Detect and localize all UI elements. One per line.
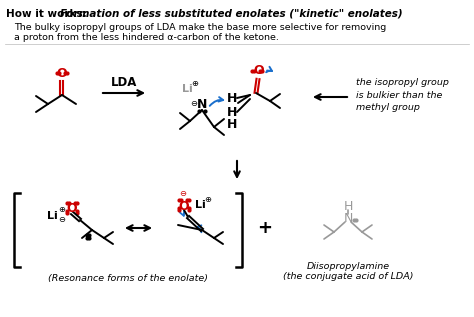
FancyArrowPatch shape <box>180 211 184 216</box>
Text: +: + <box>257 219 273 237</box>
Text: (Resonance forms of the enolate): (Resonance forms of the enolate) <box>48 274 208 283</box>
Text: ⊕: ⊕ <box>191 79 199 87</box>
FancyArrowPatch shape <box>210 97 223 106</box>
FancyArrowPatch shape <box>266 67 272 72</box>
Text: Li: Li <box>182 84 192 94</box>
Text: ⊕: ⊕ <box>58 205 65 215</box>
Text: How it works:: How it works: <box>6 9 91 19</box>
Text: H: H <box>227 119 237 132</box>
Text: O: O <box>179 199 189 212</box>
Text: ⊕: ⊕ <box>204 195 211 204</box>
Text: a proton from the less hindered α-carbon of the ketone.: a proton from the less hindered α-carbon… <box>14 33 279 42</box>
Text: O: O <box>254 64 264 77</box>
Text: Diisopropylamine: Diisopropylamine <box>306 262 390 271</box>
Text: H: H <box>227 107 237 120</box>
Text: (the conjugate acid of LDA): (the conjugate acid of LDA) <box>283 272 413 281</box>
Text: the isopropyl group
is bulkier than the
methyl group: the isopropyl group is bulkier than the … <box>356 78 449 112</box>
Text: H: H <box>227 93 237 106</box>
Text: Formation of less substituted enolates ("kinetic" enolates): Formation of less substituted enolates (… <box>60 9 402 19</box>
FancyArrowPatch shape <box>197 225 201 232</box>
Text: N: N <box>197 99 207 112</box>
Text: LDA: LDA <box>111 76 137 89</box>
Text: O: O <box>57 67 67 80</box>
Text: ⊖: ⊖ <box>58 216 65 224</box>
Text: N: N <box>343 211 353 224</box>
Text: The bulky isopropyl groups of LDA make the base more selective for removing: The bulky isopropyl groups of LDA make t… <box>14 23 386 32</box>
Text: Li: Li <box>46 211 57 221</box>
Text: H: H <box>343 199 353 212</box>
Text: ⊖: ⊖ <box>191 99 198 107</box>
Text: Li: Li <box>195 200 205 210</box>
Text: ⊖: ⊖ <box>180 190 186 198</box>
Text: O: O <box>67 202 77 215</box>
